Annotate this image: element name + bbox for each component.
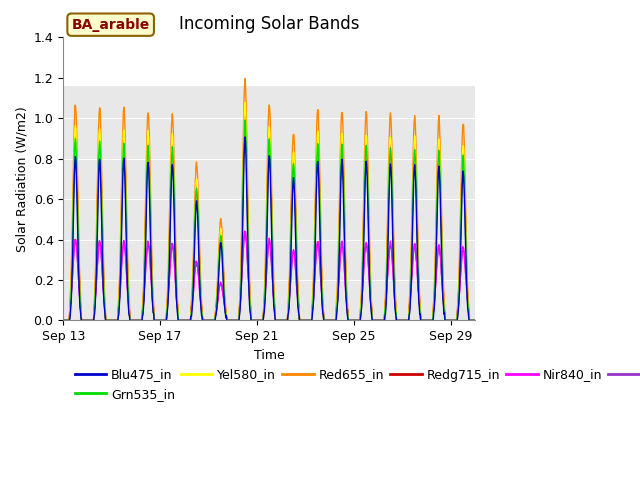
Legend: Blu475_in, Grn535_in, Yel580_in, Red655_in, Redg715_in, Nir840_in, Nir945_in: Blu475_in, Grn535_in, Yel580_in, Red655_… [70,363,640,406]
Text: BA_arable: BA_arable [72,18,150,32]
Title: Incoming Solar Bands: Incoming Solar Bands [179,15,360,33]
Bar [63,37,476,86]
X-axis label: Time: Time [254,349,285,362]
Y-axis label: Solar Radiation (W/m2): Solar Radiation (W/m2) [15,106,28,252]
